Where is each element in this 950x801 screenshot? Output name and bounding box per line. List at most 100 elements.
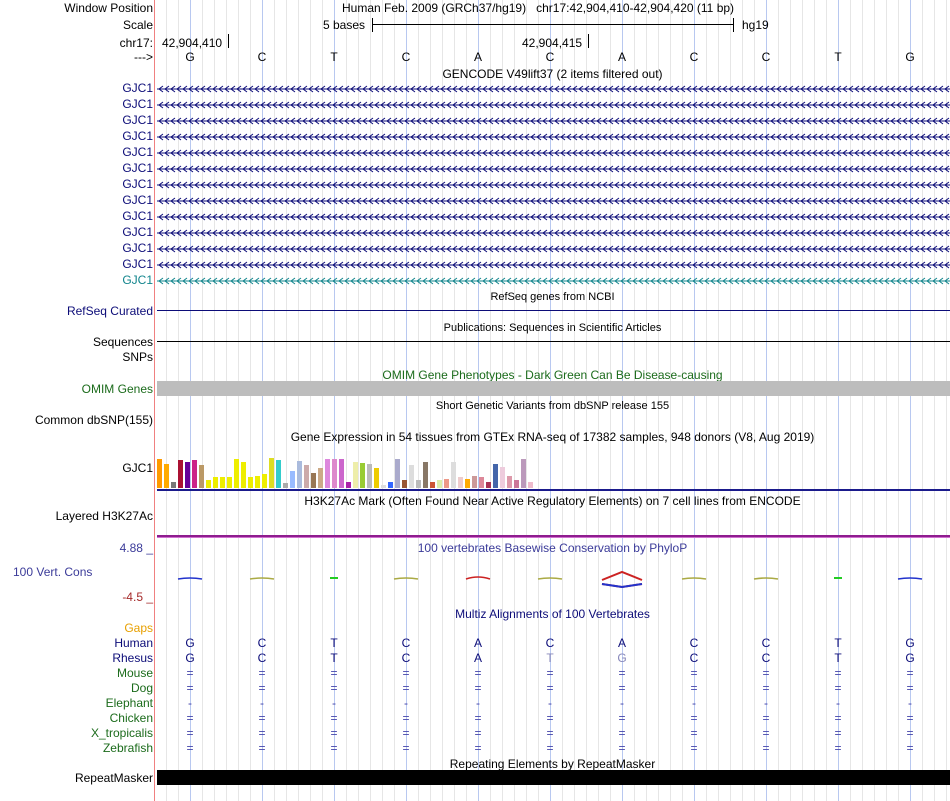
gtex-tissue-bar[interactable] xyxy=(199,465,204,488)
snps-label[interactable]: SNPs xyxy=(122,350,153,364)
gtex-tissue-bar[interactable] xyxy=(402,480,407,488)
conservation-score-mark[interactable] xyxy=(465,576,491,580)
gtex-tissue-bar[interactable] xyxy=(500,467,505,488)
refseq-label[interactable]: RefSeq Curated xyxy=(66,304,153,318)
gencode-gene-label[interactable]: GJC1 xyxy=(122,241,153,255)
gencode-gene-label[interactable]: GJC1 xyxy=(122,161,153,175)
gtex-tissue-bar[interactable] xyxy=(255,476,260,488)
gtex-tissue-bar[interactable] xyxy=(465,479,470,488)
dbsnp-label[interactable]: Common dbSNP(155) xyxy=(34,413,153,427)
gtex-tissue-bar[interactable] xyxy=(276,460,281,488)
multiz-species-label[interactable]: Elephant xyxy=(105,696,153,710)
gtex-tissue-bar[interactable] xyxy=(164,464,169,488)
publications-track[interactable] xyxy=(157,341,950,342)
gtex-tissue-bar[interactable] xyxy=(409,465,414,488)
multiz-species-label[interactable]: Rhesus xyxy=(112,651,153,665)
conservation-score-mark[interactable] xyxy=(249,577,275,580)
gtex-tissue-bar[interactable] xyxy=(346,482,351,488)
conservation-score-mark[interactable] xyxy=(601,583,643,589)
gtex-tissue-bar[interactable] xyxy=(479,477,484,488)
gtex-tissue-bar[interactable] xyxy=(290,471,295,488)
gtex-tissue-bar[interactable] xyxy=(367,464,372,488)
gencode-gene-label[interactable]: GJC1 xyxy=(122,81,153,95)
gtex-tissue-bar[interactable] xyxy=(332,459,337,488)
publications-label[interactable]: Sequences xyxy=(92,335,153,349)
gtex-tissue-bar[interactable] xyxy=(444,479,449,488)
gtex-tissue-bar[interactable] xyxy=(339,459,344,488)
gencode-gene-label[interactable]: GJC1 xyxy=(122,97,153,111)
gencode-gene-label[interactable]: GJC1 xyxy=(122,129,153,143)
conservation-score-mark[interactable] xyxy=(753,577,779,580)
gtex-tissue-bar[interactable] xyxy=(395,459,400,488)
gtex-tissue-bar[interactable] xyxy=(297,461,302,488)
gtex-tissue-bar[interactable] xyxy=(353,462,358,488)
conservation-score-mark[interactable] xyxy=(681,577,707,580)
gtex-tissue-bar[interactable] xyxy=(206,480,211,488)
gencode-gene-label[interactable]: GJC1 xyxy=(122,145,153,159)
gtex-tissue-bar[interactable] xyxy=(486,482,491,488)
gtex-tissue-bar[interactable] xyxy=(514,480,519,488)
gtex-tissue-bar[interactable] xyxy=(227,477,232,488)
gtex-tissue-bar[interactable] xyxy=(213,477,218,488)
gtex-tissue-bar[interactable] xyxy=(311,473,316,488)
gtex-tissue-bar[interactable] xyxy=(171,482,176,488)
refseq-track[interactable] xyxy=(157,310,950,311)
multiz-species-label[interactable]: Zebrafish xyxy=(102,741,153,755)
gtex-tissue-bar[interactable] xyxy=(241,462,246,488)
gtex-tissue-bar[interactable] xyxy=(437,480,442,488)
gtex-tissue-bar[interactable] xyxy=(521,459,526,488)
gtex-tissue-bar[interactable] xyxy=(493,464,498,488)
gtex-tissue-bar[interactable] xyxy=(507,476,512,488)
gtex-track[interactable] xyxy=(155,443,950,493)
omim-track-bar[interactable] xyxy=(157,381,950,396)
multiz-species-label[interactable]: Human xyxy=(114,636,153,650)
repeatmasker-track-bar[interactable] xyxy=(157,770,950,785)
gtex-tissue-bar[interactable] xyxy=(283,483,288,488)
omim-label[interactable]: OMIM Genes xyxy=(81,382,153,396)
multiz-species-label[interactable]: Mouse xyxy=(116,666,153,680)
gtex-tissue-bar[interactable] xyxy=(451,462,456,488)
conservation-score-mark[interactable] xyxy=(177,577,203,580)
gencode-gene-label[interactable]: GJC1 xyxy=(122,113,153,127)
gtex-label[interactable]: GJC1 xyxy=(122,461,153,475)
gencode-gene-label[interactable]: GJC1 xyxy=(122,193,153,207)
conservation-track[interactable] xyxy=(155,560,950,600)
gencode-track[interactable] xyxy=(155,80,950,290)
gtex-tissue-bar[interactable] xyxy=(472,476,477,488)
gencode-gene-label[interactable]: GJC1 xyxy=(122,257,153,271)
gtex-tissue-bar[interactable] xyxy=(178,460,183,488)
repeatmasker-label[interactable]: RepeatMasker xyxy=(74,771,153,785)
gtex-tissue-bar[interactable] xyxy=(157,459,162,488)
gtex-tissue-bar[interactable] xyxy=(416,480,421,488)
gencode-gene-label[interactable]: GJC1 xyxy=(122,209,153,223)
gtex-tissue-bar[interactable] xyxy=(388,482,393,488)
multiz-species-label[interactable]: Dog xyxy=(130,681,153,695)
gtex-tissue-bar[interactable] xyxy=(528,482,533,488)
gtex-tissue-bar[interactable] xyxy=(248,477,253,488)
gtex-tissue-bar[interactable] xyxy=(381,485,386,488)
gtex-tissue-bar[interactable] xyxy=(262,474,267,488)
gencode-gene-label[interactable]: GJC1 xyxy=(122,225,153,239)
conservation-score-mark[interactable] xyxy=(537,577,563,580)
gtex-tissue-bar[interactable] xyxy=(220,477,225,488)
gtex-tissue-bar[interactable] xyxy=(360,463,365,488)
gtex-tissue-bar[interactable] xyxy=(192,460,197,488)
gencode-gene-label[interactable]: GJC1 xyxy=(122,273,153,287)
gtex-tissue-bar[interactable] xyxy=(458,477,463,488)
gtex-tissue-bar[interactable] xyxy=(234,459,239,488)
multiz-species-label[interactable]: Chicken xyxy=(109,711,153,725)
gtex-tissue-bar[interactable] xyxy=(269,458,274,488)
gtex-tissue-bar[interactable] xyxy=(423,462,428,488)
gtex-tissue-bar[interactable] xyxy=(185,462,190,488)
conservation-score-mark[interactable] xyxy=(393,577,419,580)
gtex-tissue-bar[interactable] xyxy=(430,482,435,488)
gencode-gene-label[interactable]: GJC1 xyxy=(122,177,153,191)
gtex-tissue-bar[interactable] xyxy=(374,468,379,488)
gtex-tissue-bar[interactable] xyxy=(304,465,309,488)
conservation-score-mark[interactable] xyxy=(897,577,923,580)
h3k27ac-label[interactable]: Layered H3K27Ac xyxy=(55,509,153,523)
gtex-tissue-bar[interactable] xyxy=(325,459,330,488)
multiz-species-label[interactable]: X_tropicalis xyxy=(90,726,153,740)
gtex-tissue-bar[interactable] xyxy=(318,468,323,488)
